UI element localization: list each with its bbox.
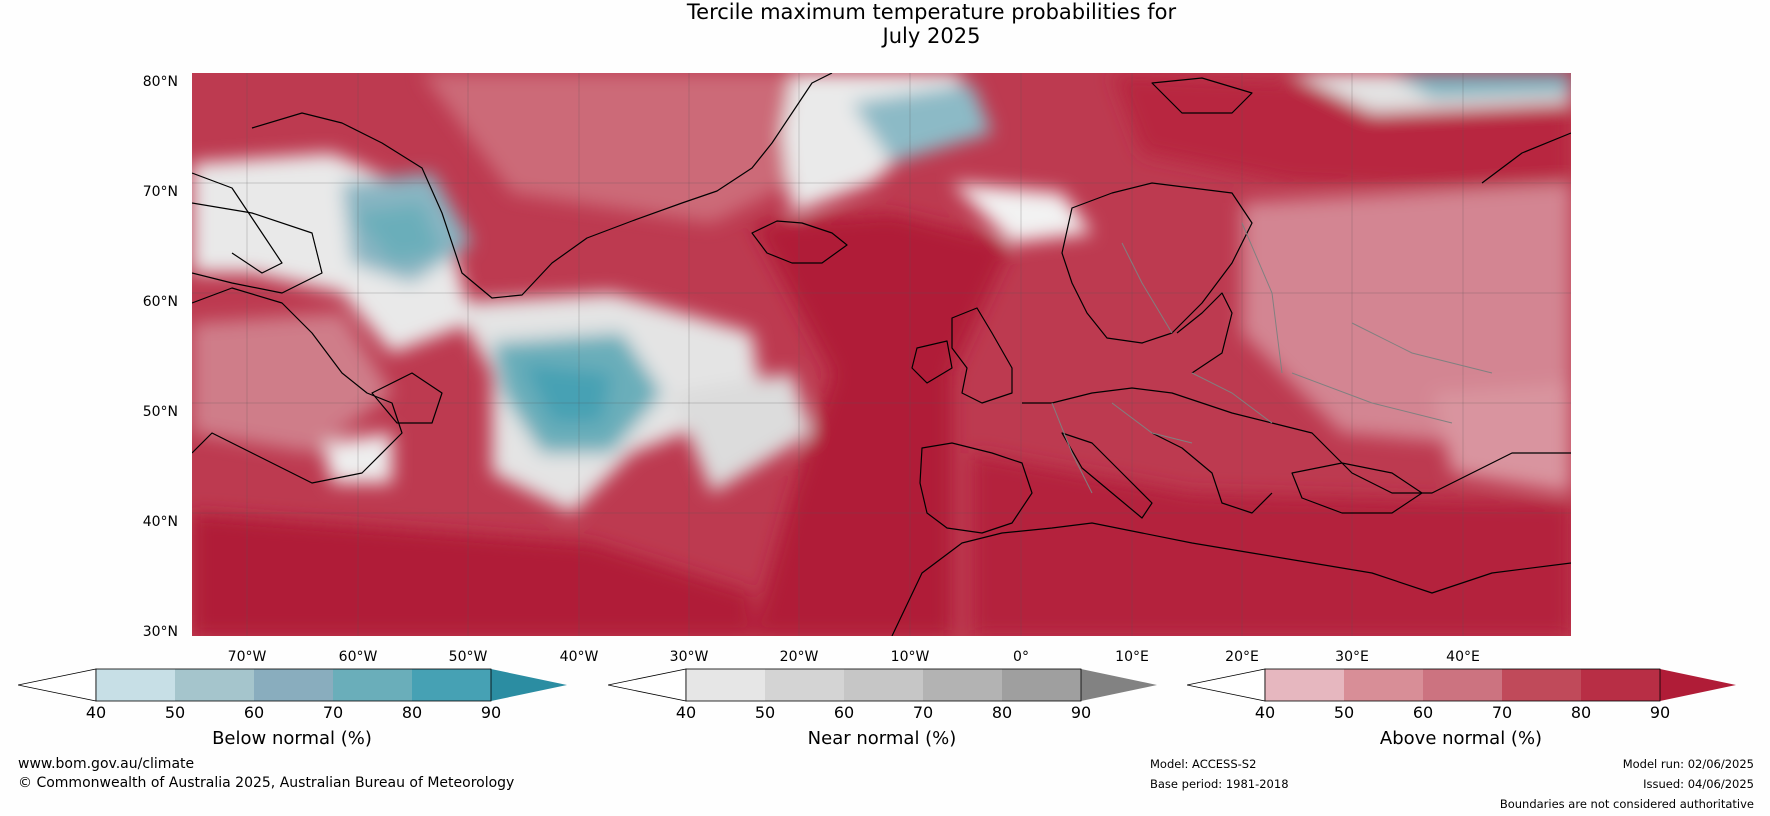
- legend-above-tick: 90: [1649, 703, 1671, 722]
- colorbar-segment: [765, 669, 844, 701]
- coast-italy: [1061, 432, 1153, 519]
- colorbar-segment: [844, 669, 923, 701]
- lat-label-80n: 80°N: [142, 74, 178, 90]
- coast-svalbard: [1151, 77, 1253, 114]
- legend-above-title: Above normal (%): [1379, 728, 1543, 749]
- coast-baltic: [1176, 292, 1233, 374]
- lat-label-30n: 30°N: [142, 624, 178, 640]
- legend-above-normal: [1187, 668, 1737, 704]
- colorbar-segment: [1423, 669, 1502, 701]
- probability-fields: [192, 73, 1571, 636]
- colorbar-extension-high: [1660, 669, 1736, 701]
- title-line-2: July 2025: [882, 24, 981, 48]
- colorbar-segment: [412, 669, 491, 701]
- footer-copyright: © Commonwealth of Australia 2025, Austra…: [18, 775, 515, 791]
- lon-label-20e: 20°E: [1225, 649, 1259, 665]
- legend-near-title: Near normal (%): [807, 728, 957, 749]
- probability-map[interactable]: [192, 73, 1571, 636]
- legend-below-tick: 70: [322, 703, 344, 722]
- coast-canada: [192, 172, 403, 484]
- colorbar-extension-low: [18, 668, 97, 702]
- colorbar-above-normal: [1187, 668, 1736, 702]
- lat-label-50n: 50°N: [142, 404, 178, 420]
- legend-above-tick: 50: [1333, 703, 1355, 722]
- lon-label-30w: 30°W: [669, 649, 709, 665]
- coast-black-sea: [1291, 462, 1423, 514]
- coast-north-africa: [891, 522, 1571, 636]
- footer-model-run: Model run: 02/06/2025: [1622, 757, 1754, 771]
- colorbar-extension-low: [608, 668, 687, 702]
- lon-label-10e: 10°E: [1115, 649, 1149, 665]
- legend-near-normal: [608, 668, 1158, 704]
- colorbar-segment: [1502, 669, 1581, 701]
- legend-near-tick: 90: [1070, 703, 1092, 722]
- legend-above-tick: 70: [1491, 703, 1513, 722]
- lat-label-40n: 40°N: [142, 514, 178, 530]
- colorbar-segment: [1002, 669, 1081, 701]
- coast-novaya-zemlya: [1481, 132, 1571, 184]
- colorbar-segment: [1265, 669, 1344, 701]
- colorbar-segment: [333, 669, 412, 701]
- colorbar-segment: [923, 669, 1002, 701]
- colorbar-extension-high: [491, 669, 567, 701]
- lon-label-10w: 10°W: [890, 649, 930, 665]
- coast-ireland: [911, 340, 953, 384]
- coast-iberia: [919, 442, 1033, 534]
- legend-below-tick: 40: [85, 703, 107, 722]
- coast-greenland: [251, 73, 833, 299]
- footer-issued: Issued: 04/06/2025: [1643, 777, 1754, 791]
- title-line-1: Tercile maximum temperature probabilitie…: [686, 0, 1177, 24]
- colorbar-segment: [175, 669, 254, 701]
- coast-europe: [1022, 387, 1571, 494]
- legend-below-tick: 50: [164, 703, 186, 722]
- legend-near-tick: 40: [675, 703, 697, 722]
- lon-label-70w: 70°W: [227, 649, 267, 665]
- coast-scandinavia: [1061, 182, 1253, 344]
- coast-newfoundland: [371, 372, 443, 424]
- legend-near-tick: 80: [991, 703, 1013, 722]
- legend-below-tick: 90: [480, 703, 502, 722]
- chart-title: Tercile maximum temperature probabilitie…: [0, 0, 1770, 48]
- coast-britain: [951, 307, 1013, 404]
- map-canvas: [192, 73, 1571, 636]
- lon-label-20w: 20°W: [779, 649, 819, 665]
- lon-label-50w: 50°W: [448, 649, 488, 665]
- lon-label-40e: 40°E: [1446, 649, 1480, 665]
- lon-label-30e: 30°E: [1335, 649, 1369, 665]
- colorbar-segment: [1581, 669, 1660, 701]
- legend-near-tick: 50: [754, 703, 776, 722]
- coast-baffin: [192, 202, 323, 294]
- colorbar-segment: [1344, 669, 1423, 701]
- footer-disclaimer: Boundaries are not considered authoritat…: [1499, 797, 1754, 811]
- footer-base-period: Base period: 1981-2018: [1150, 777, 1289, 791]
- country-borders: [1051, 222, 1493, 494]
- colorbar-segment: [686, 669, 765, 701]
- colorbar-extension-high: [1081, 669, 1157, 701]
- legend-below-tick: 80: [401, 703, 423, 722]
- coast-balkans: [1151, 432, 1273, 514]
- lat-label-60n: 60°N: [142, 294, 178, 310]
- lon-label-40w: 40°W: [559, 649, 599, 665]
- legend-below-normal: [18, 668, 568, 704]
- legend-near-tick: 70: [912, 703, 934, 722]
- colorbar-segment: [96, 669, 175, 701]
- lat-label-70n: 70°N: [142, 184, 178, 200]
- legend-above-tick: 40: [1254, 703, 1276, 722]
- legend-below-title: Below normal (%): [212, 728, 372, 749]
- colorbar-extension-low: [1187, 668, 1266, 702]
- legend-near-tick: 60: [833, 703, 855, 722]
- lon-label-60w: 60°W: [338, 649, 378, 665]
- footer-website-link[interactable]: www.bom.gov.au/climate: [18, 756, 195, 772]
- colorbar-below-normal: [18, 668, 567, 702]
- legend-above-tick: 80: [1570, 703, 1592, 722]
- legend-below-tick: 60: [243, 703, 265, 722]
- lon-label-0: 0°: [1013, 649, 1029, 665]
- colorbar-segment: [254, 669, 333, 701]
- colorbar-near-normal: [608, 668, 1157, 702]
- footer-model: Model: ACCESS-S2: [1150, 757, 1257, 771]
- coastlines: [192, 73, 1571, 636]
- legend-above-tick: 60: [1412, 703, 1434, 722]
- coast-iceland: [751, 220, 848, 264]
